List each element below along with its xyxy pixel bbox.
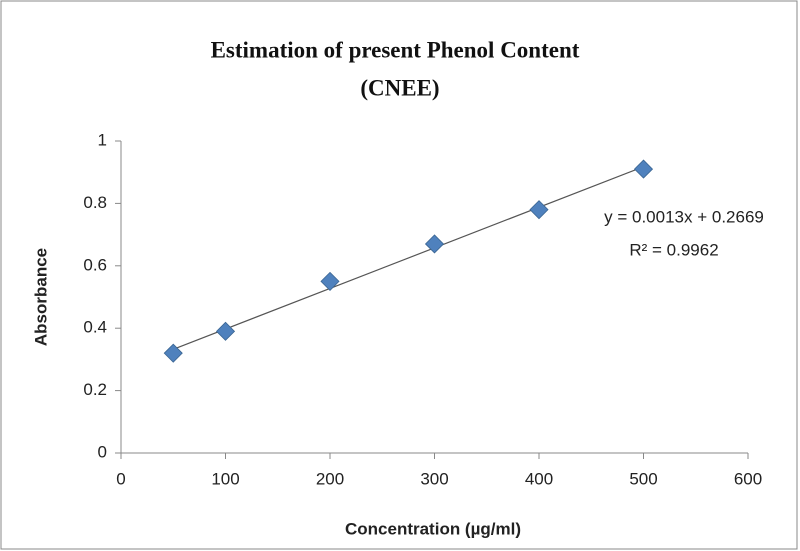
- trendline-equation: y = 0.0013x + 0.2669: [604, 207, 764, 226]
- x-tick-label: 100: [211, 469, 239, 488]
- y-tick-label: 0: [98, 442, 107, 461]
- y-tick-label: 0.2: [83, 380, 107, 399]
- trendline: [173, 166, 644, 350]
- chart-title: Estimation of present Phenol Content: [211, 37, 580, 62]
- y-tick-label: 0.8: [83, 193, 107, 212]
- y-tick-label: 1: [98, 130, 107, 149]
- x-tick-label: 500: [629, 469, 657, 488]
- trendline-r-squared: R² = 0.9962: [629, 240, 718, 259]
- data-point: [529, 200, 549, 220]
- x-tick-label: 0: [116, 469, 125, 488]
- y-tick-label: 0.4: [83, 318, 107, 337]
- data-point: [424, 234, 445, 254]
- x-tick-label: 200: [316, 469, 344, 488]
- data-point: [633, 159, 654, 179]
- x-tick-label: 600: [734, 469, 762, 488]
- data-point: [215, 321, 236, 341]
- x-axis-title: Concentration (µg/ml): [345, 519, 521, 538]
- data-point: [320, 271, 340, 291]
- x-tick-label: 300: [420, 469, 448, 488]
- x-tick-label: 400: [525, 469, 553, 488]
- y-tick-label: 0.6: [83, 255, 107, 274]
- chart-title: (CNEE): [360, 75, 439, 100]
- y-axis-title: Absorbance: [31, 248, 50, 346]
- data-point: [163, 343, 183, 363]
